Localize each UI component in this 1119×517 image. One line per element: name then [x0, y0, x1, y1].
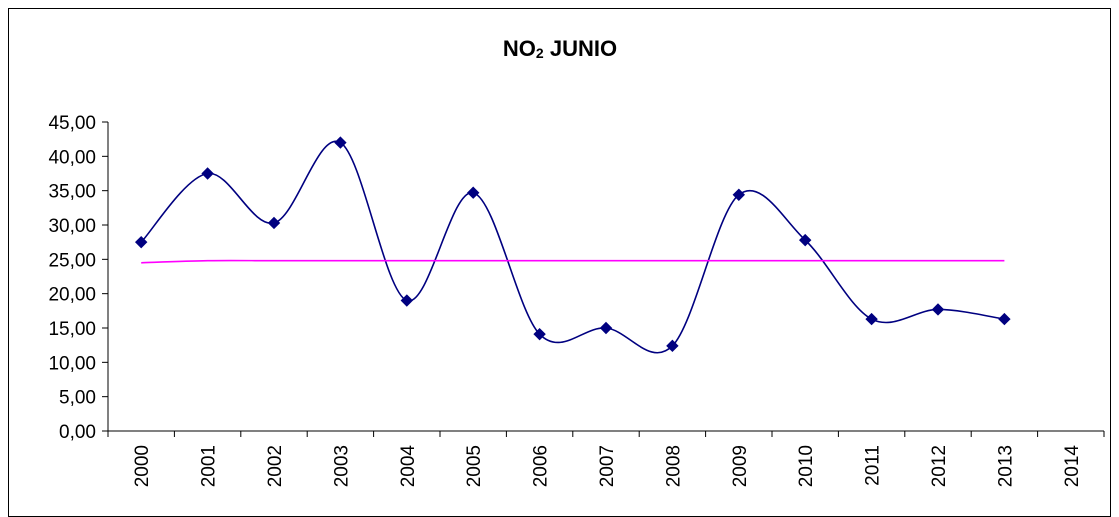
- series-1-point: [533, 327, 546, 341]
- series-1-point: [201, 167, 214, 180]
- x-tick-label: 2006: [531, 445, 552, 487]
- y-tick-label: 25,00: [48, 250, 96, 271]
- x-tick-label: 2005: [464, 445, 485, 487]
- chart-title-rest: JUNIO: [544, 36, 617, 61]
- series-1-point: [134, 235, 148, 249]
- series-1-point: [267, 216, 281, 230]
- series-1-point: [998, 312, 1011, 326]
- series-1-point: [666, 339, 679, 353]
- chart-title: NO2 JUNIO: [503, 36, 617, 61]
- series-1-point: [334, 136, 347, 149]
- x-tick-label: 2008: [663, 445, 684, 487]
- series-1-point: [732, 188, 746, 201]
- x-tick-label: 2010: [796, 445, 817, 487]
- y-tick-label: 20,00: [48, 285, 96, 306]
- x-tick-label: 2013: [995, 445, 1016, 487]
- series-1-point: [931, 303, 945, 316]
- y-tick-label: 45,00: [48, 113, 96, 134]
- chart-border: [8, 8, 1111, 517]
- y-tick-label: 30,00: [48, 216, 96, 237]
- y-tick-label: 40,00: [48, 147, 96, 168]
- series-2-line: [141, 259, 1005, 264]
- x-tick-label: 2004: [398, 445, 419, 488]
- x-tick-label: 2000: [132, 445, 153, 487]
- y-tick-label: 0,00: [59, 422, 96, 443]
- x-tick-label: 2003: [331, 445, 352, 487]
- y-tick-label: 10,00: [48, 353, 96, 374]
- x-tick-label: 2002: [265, 445, 286, 487]
- x-tick-label: 2011: [863, 445, 884, 486]
- series-1-point: [400, 294, 414, 307]
- series-1-point: [798, 233, 812, 247]
- y-tick-label: 5,00: [59, 388, 96, 409]
- x-tick-label: 2009: [730, 445, 751, 487]
- y-tick-label: 15,00: [48, 319, 96, 340]
- series-1-point: [599, 321, 613, 335]
- x-tick-label: 2001: [199, 445, 220, 487]
- chart-title-subscript: 2: [536, 45, 544, 61]
- x-tick-label: 2012: [929, 445, 950, 487]
- x-tick-label: 2007: [597, 445, 618, 487]
- chart-title-main: NO: [503, 36, 536, 61]
- x-tick-label: 2014: [1062, 445, 1083, 488]
- series-1-point: [865, 312, 878, 326]
- y-tick-label: 35,00: [48, 182, 96, 203]
- plot-area: 0,00 5,00 10,00 15,00 20,00 25,00 30,00 35,00 40…: [48, 113, 1105, 488]
- series-1-point: [466, 186, 480, 199]
